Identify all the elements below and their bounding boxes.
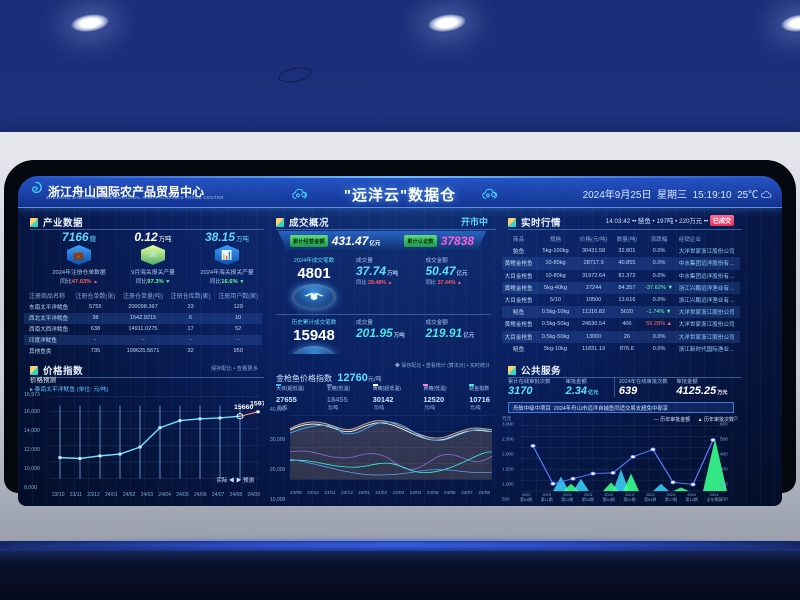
svg-text:15973: 15973 [250,401,264,408]
